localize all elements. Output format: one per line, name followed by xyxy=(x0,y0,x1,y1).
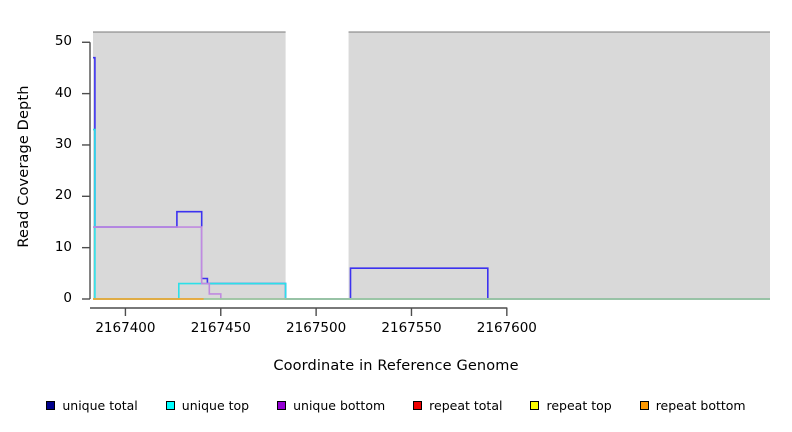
legend-label: unique top xyxy=(181,398,250,413)
data-series-layer xyxy=(93,56,770,300)
legend-item-unique-top[interactable]: unique top xyxy=(165,398,250,413)
legend-swatch-icon xyxy=(165,401,175,410)
x-axis-title: Coordinate in Reference Genome xyxy=(273,358,519,374)
y-tick-label: 10 xyxy=(54,238,72,255)
y-tick-label: 0 xyxy=(63,290,72,306)
legend-label: repeat top xyxy=(546,398,612,413)
shaded-region-layer xyxy=(93,31,770,299)
legend-swatch-icon xyxy=(639,401,649,410)
x-tick-label: 2167400 xyxy=(95,320,156,336)
y-tick-label: 30 xyxy=(54,135,72,152)
legend-label: repeat bottom xyxy=(655,398,746,413)
legend-item-repeat-top[interactable]: repeat top xyxy=(530,398,612,413)
series-unique-bottom xyxy=(93,226,770,300)
legend-swatch-icon xyxy=(530,401,540,410)
x-tick-label: 2167500 xyxy=(286,320,347,336)
y-tick-label: 20 xyxy=(54,187,72,204)
x-tick-label: 2167600 xyxy=(476,320,537,336)
y-axis-title: Read Coverage Depth xyxy=(16,85,32,248)
x-tick-label: 2167550 xyxy=(381,320,442,336)
series-unique-top xyxy=(93,128,770,300)
legend-item-repeat-total[interactable]: repeat total xyxy=(413,398,502,413)
y-tick-label: 40 xyxy=(54,84,72,101)
legend-swatch-icon xyxy=(277,401,287,410)
legend-swatch-icon xyxy=(413,401,423,410)
axis-layer xyxy=(82,41,508,316)
chart-legend: unique total unique top unique bottom repea… xyxy=(0,398,792,413)
legend-item-repeat-bottom[interactable]: repeat bottom xyxy=(639,398,746,413)
y-tick-label: 50 xyxy=(54,33,72,50)
repeat-region-right xyxy=(348,32,770,299)
legend-item-unique-total[interactable]: unique total xyxy=(46,398,138,413)
repeat-region-left xyxy=(93,32,286,299)
legend-label: repeat total xyxy=(429,398,503,413)
legend-label: unique bottom xyxy=(293,398,386,413)
legend-label: unique total xyxy=(62,398,138,413)
legend-swatch-icon xyxy=(46,401,56,410)
x-tick-label: 2167450 xyxy=(190,320,251,336)
legend-item-unique-bottom[interactable]: unique bottom xyxy=(277,398,385,413)
